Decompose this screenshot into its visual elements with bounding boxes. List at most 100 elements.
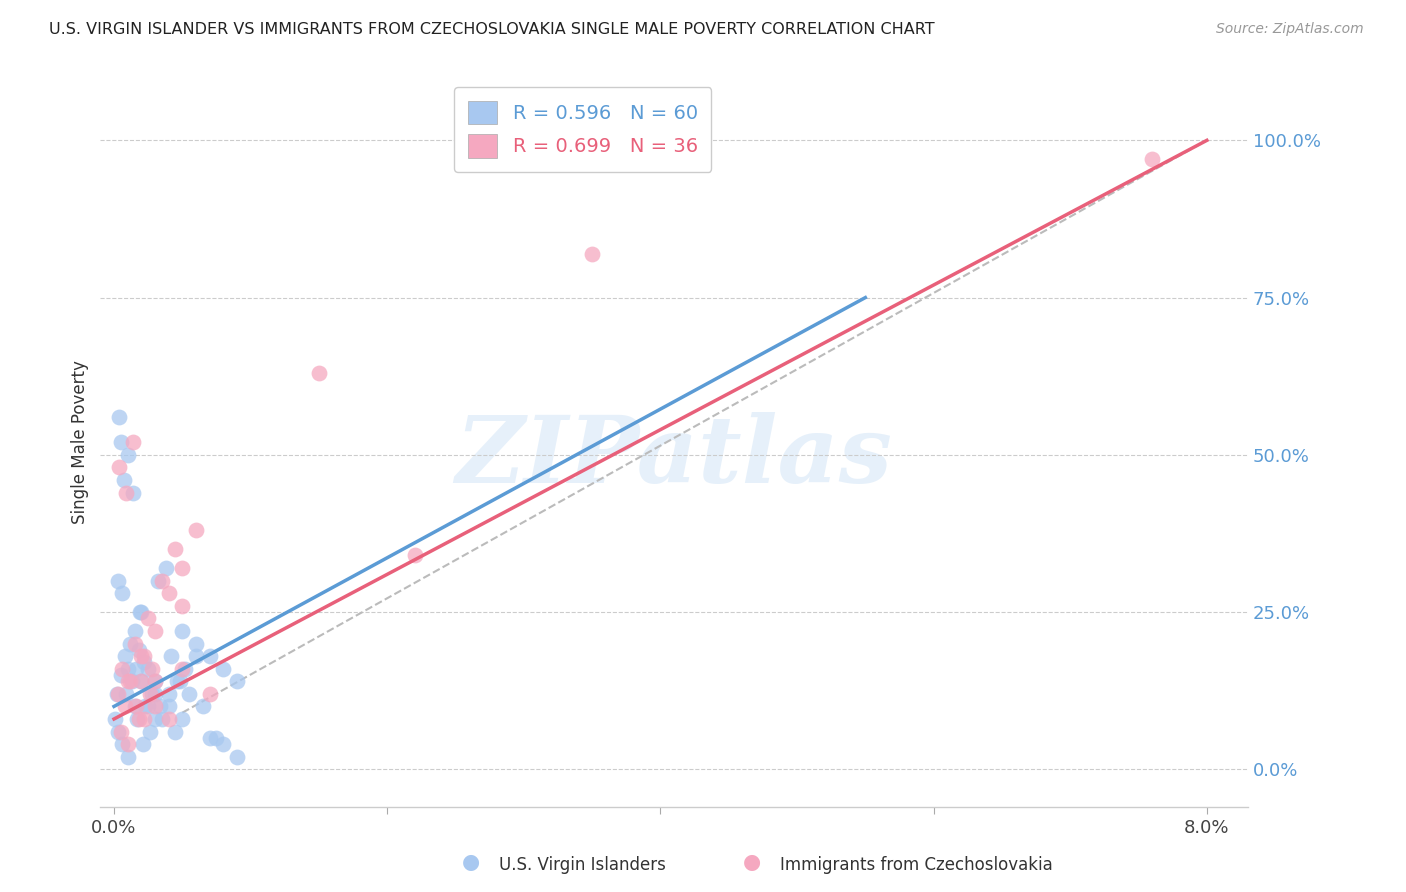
Point	[107, 687, 129, 701]
Point	[107, 574, 129, 588]
Point	[124, 699, 146, 714]
Point	[198, 731, 221, 745]
Point	[581, 246, 603, 260]
Point	[122, 435, 145, 450]
Point	[404, 549, 426, 563]
Point	[132, 712, 155, 726]
Point	[124, 636, 146, 650]
Point	[157, 586, 180, 600]
Point	[136, 699, 159, 714]
Point	[172, 624, 194, 638]
Point	[143, 674, 166, 689]
Point	[129, 605, 152, 619]
Point	[1140, 152, 1163, 166]
Point	[160, 649, 183, 664]
Point	[114, 699, 136, 714]
Point	[166, 674, 188, 689]
Point	[191, 699, 214, 714]
Point	[131, 649, 153, 664]
Point	[105, 687, 128, 701]
Point	[110, 668, 132, 682]
Point	[114, 649, 136, 664]
Point	[138, 687, 160, 701]
Point	[117, 749, 139, 764]
Point	[143, 687, 166, 701]
Text: U.S. VIRGIN ISLANDER VS IMMIGRANTS FROM CZECHOSLOVAKIA SINGLE MALE POVERTY CORRE: U.S. VIRGIN ISLANDER VS IMMIGRANTS FROM …	[49, 22, 935, 37]
Point	[110, 435, 132, 450]
Point	[121, 674, 143, 689]
Point	[128, 642, 150, 657]
Point	[138, 724, 160, 739]
Point	[107, 724, 129, 739]
Point	[120, 636, 142, 650]
Point	[127, 712, 149, 726]
Point	[150, 712, 173, 726]
Point	[117, 448, 139, 462]
Point	[143, 712, 166, 726]
Point	[117, 737, 139, 751]
Point	[157, 712, 180, 726]
Point	[141, 662, 163, 676]
Point	[125, 662, 148, 676]
Point	[143, 699, 166, 714]
Point	[172, 662, 194, 676]
Point	[143, 624, 166, 638]
Point	[149, 699, 172, 714]
Point	[136, 611, 159, 625]
Point	[124, 624, 146, 638]
Point	[136, 662, 159, 676]
Point	[172, 561, 194, 575]
Point	[104, 712, 127, 726]
Point	[308, 366, 330, 380]
Point	[155, 561, 177, 575]
Point	[184, 649, 207, 664]
Point	[184, 524, 207, 538]
Point	[141, 687, 163, 701]
Point	[115, 687, 138, 701]
Point	[111, 737, 134, 751]
Point	[132, 649, 155, 664]
Point	[146, 574, 169, 588]
Legend: R = 0.596   N = 60, R = 0.699   N = 36: R = 0.596 N = 60, R = 0.699 N = 36	[454, 87, 711, 171]
Point	[108, 410, 131, 425]
Point	[112, 473, 135, 487]
Point	[150, 574, 173, 588]
Point	[179, 687, 201, 701]
Point	[226, 749, 249, 764]
Point	[110, 724, 132, 739]
Text: Source: ZipAtlas.com: Source: ZipAtlas.com	[1216, 22, 1364, 37]
Point	[205, 731, 228, 745]
Point	[131, 674, 153, 689]
Point	[169, 674, 191, 689]
Text: ●: ●	[744, 852, 761, 871]
Y-axis label: Single Male Poverty: Single Male Poverty	[72, 360, 89, 524]
Point	[198, 687, 221, 701]
Point	[131, 737, 153, 751]
Point	[117, 662, 139, 676]
Point	[115, 485, 138, 500]
Text: U.S. Virgin Islanders: U.S. Virgin Islanders	[499, 855, 666, 873]
Point	[157, 699, 180, 714]
Point	[125, 699, 148, 714]
Point	[226, 674, 249, 689]
Point	[120, 674, 142, 689]
Point	[157, 687, 180, 701]
Point	[128, 712, 150, 726]
Point	[174, 662, 197, 676]
Point	[165, 724, 187, 739]
Point	[184, 636, 207, 650]
Point	[134, 699, 156, 714]
Point	[143, 674, 166, 689]
Point	[117, 674, 139, 689]
Text: Immigrants from Czechoslovakia: Immigrants from Czechoslovakia	[780, 855, 1053, 873]
Point	[131, 674, 153, 689]
Text: ●: ●	[463, 852, 479, 871]
Point	[122, 485, 145, 500]
Point	[172, 712, 194, 726]
Point	[198, 649, 221, 664]
Text: ZIPatlas: ZIPatlas	[456, 412, 893, 502]
Point	[212, 662, 235, 676]
Point	[111, 662, 134, 676]
Point	[172, 599, 194, 613]
Point	[111, 586, 134, 600]
